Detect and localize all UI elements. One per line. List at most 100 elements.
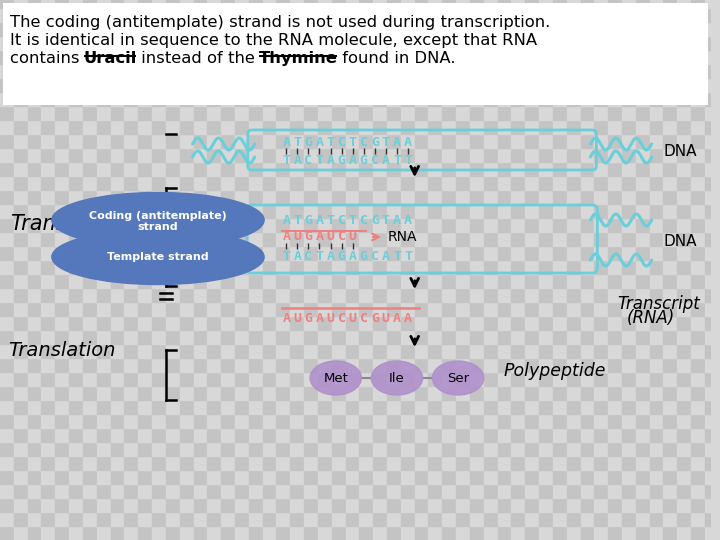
Bar [511,148,526,162]
Bar [484,204,498,218]
Text: Ile: Ile [389,372,405,384]
Bar [96,512,111,526]
Bar [69,260,83,274]
Bar [567,106,580,120]
Bar [27,302,42,316]
Bar [69,484,83,498]
Bar [401,400,415,414]
Bar [14,484,27,498]
Bar [166,190,180,204]
Bar [484,0,498,8]
Bar [664,372,678,386]
Bar [27,92,42,106]
Bar [539,176,553,190]
Bar [401,0,415,8]
Bar [470,22,484,36]
Bar [511,316,526,330]
Bar [138,8,152,22]
Bar [263,526,276,540]
Bar [526,190,539,204]
Bar [194,288,207,302]
Bar [180,484,194,498]
Bar [125,176,138,190]
Bar [152,64,166,78]
Bar [373,50,387,64]
Bar [387,106,401,120]
Bar [415,358,428,372]
Bar [111,176,125,190]
Bar [387,344,401,358]
Bar [553,442,567,456]
Bar [553,428,567,442]
Bar [580,92,595,106]
Bar [180,442,194,456]
Bar [580,8,595,22]
Bar [678,484,691,498]
Bar [96,302,111,316]
Bar [221,8,235,22]
Bar [166,232,180,246]
Bar [235,246,249,260]
Bar [346,274,359,288]
Bar [138,92,152,106]
Text: A: A [404,213,412,226]
Bar [428,302,442,316]
Bar [691,484,705,498]
Bar [553,0,567,8]
Bar [180,386,194,400]
Bar [649,428,664,442]
Bar [415,512,428,526]
Bar [194,8,207,22]
Bar [125,274,138,288]
Bar [221,512,235,526]
Bar [207,442,221,456]
Bar [539,92,553,106]
Bar [194,470,207,484]
Bar [221,176,235,190]
Bar [678,498,691,512]
Bar [111,106,125,120]
Bar [276,232,290,246]
Bar [442,8,456,22]
Bar [359,92,373,106]
Bar [428,36,442,50]
Bar [608,92,622,106]
Bar [511,218,526,232]
Bar [595,512,608,526]
Bar [42,134,55,148]
Bar [705,512,719,526]
Bar [42,0,55,8]
Bar [622,372,636,386]
Bar [304,218,318,232]
Text: A: A [393,137,401,150]
Bar [622,190,636,204]
Bar [553,498,567,512]
Bar [636,162,649,176]
Bar [96,470,111,484]
Bar [83,456,96,470]
Bar [580,526,595,540]
Bar [138,330,152,344]
Bar [83,8,96,22]
Bar [152,36,166,50]
Bar [387,526,401,540]
Bar [373,400,387,414]
Bar [83,246,96,260]
Bar [553,78,567,92]
Bar [498,204,511,218]
Bar [567,316,580,330]
Bar [0,260,14,274]
Bar [27,8,42,22]
Bar [14,50,27,64]
Bar [207,176,221,190]
Bar [207,8,221,22]
Bar [180,190,194,204]
Text: T: T [327,213,335,226]
Bar [166,106,180,120]
Bar [484,386,498,400]
Bar [166,358,180,372]
Bar [332,36,346,50]
Ellipse shape [52,192,264,247]
Bar [664,428,678,442]
Bar [166,302,180,316]
